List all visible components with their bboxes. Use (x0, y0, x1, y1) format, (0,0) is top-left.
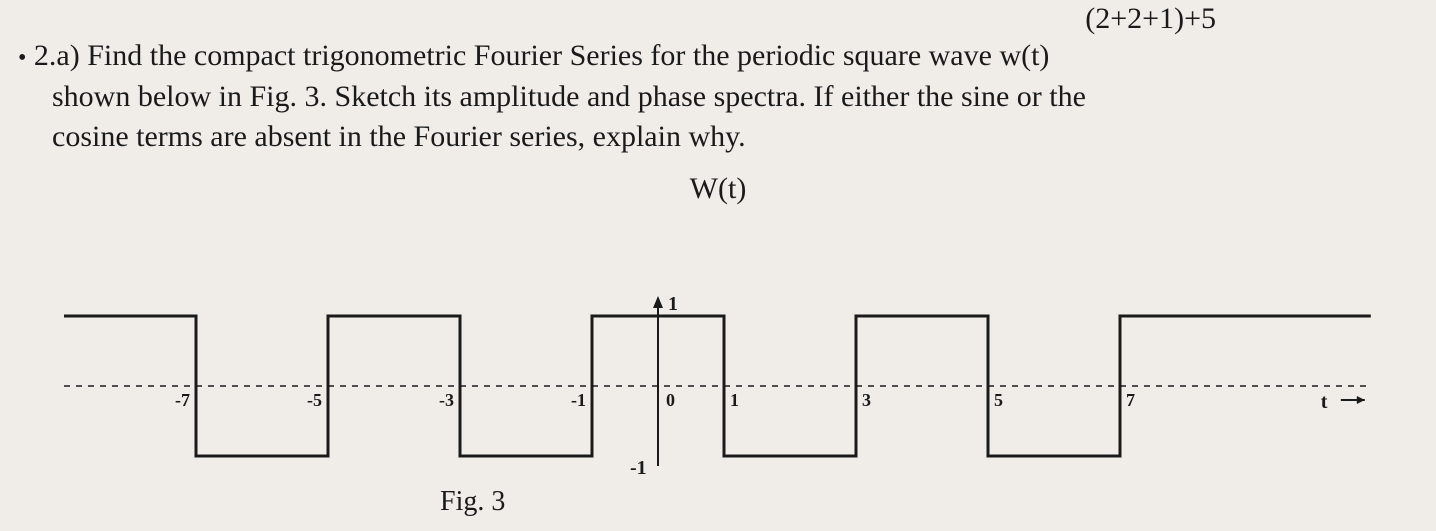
svg-text:-1: -1 (630, 457, 647, 476)
svg-text:1: 1 (668, 293, 678, 315)
figure-caption: Fig. 3 (440, 486, 505, 518)
question-line2: shown below in Fig. 3. Sketch its amplit… (18, 77, 1418, 118)
question-line1-a: Find the compact trigonometric Fourier S… (87, 39, 999, 72)
square-wave-chart: 1 -1 -7 -5 -3 -1 0 1 3 5 7 t (60, 216, 1376, 476)
square-wave-svg: 1 -1 -7 -5 -3 -1 0 1 3 5 7 t (60, 216, 1376, 476)
page-container: { "marks": "(2+2+1)+5", "questionNumber"… (0, 0, 1436, 531)
svg-text:-1: -1 (571, 390, 586, 410)
bullet-icon: • (18, 45, 26, 71)
question-w-of-t: w(t) (999, 39, 1049, 72)
svg-text:5: 5 (994, 390, 1003, 410)
figure-title: W(t) (690, 172, 747, 206)
svg-text:-3: -3 (439, 390, 454, 410)
question-line3: cosine terms are absent in the Fourier s… (18, 117, 1418, 158)
svg-text:7: 7 (1126, 390, 1135, 410)
question-text: • 2.a) Find the compact trigonometric Fo… (18, 36, 1418, 158)
svg-text:-5: -5 (307, 390, 322, 410)
svg-text:0: 0 (666, 390, 675, 410)
svg-text:1: 1 (730, 390, 739, 410)
question-number: 2.a) (34, 39, 80, 72)
svg-text:t: t (1321, 391, 1328, 413)
svg-text:-7: -7 (175, 390, 190, 410)
svg-text:3: 3 (862, 390, 871, 410)
marks-annotation: (2+2+1)+5 (1085, 2, 1216, 36)
